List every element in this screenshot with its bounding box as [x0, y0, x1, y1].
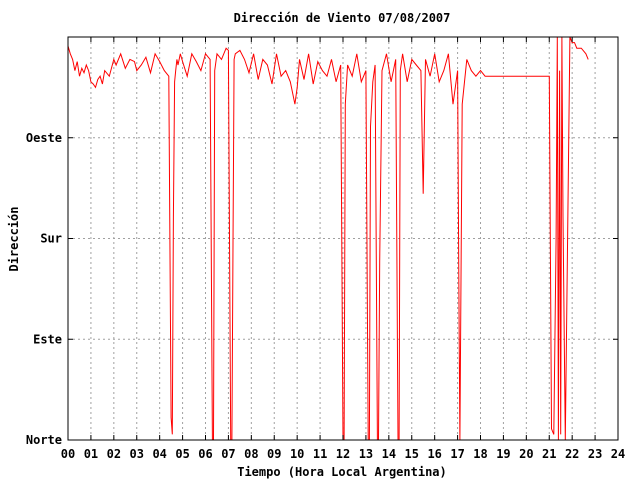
x-tick-label: 14: [382, 447, 396, 461]
y-tick-label: Sur: [40, 232, 62, 246]
y-tick-label: Oeste: [26, 131, 62, 145]
x-tick-label: 10: [290, 447, 304, 461]
x-tick-label: 05: [175, 447, 189, 461]
y-axis-title: Dirección: [7, 206, 21, 271]
x-tick-label: 00: [61, 447, 75, 461]
x-tick-label: 08: [244, 447, 258, 461]
x-tick-label: 17: [450, 447, 464, 461]
x-tick-labels: 00 01 02 03 04 05 06 07 08 09 10 11 12 13 14 15 16 17 18 19…: [61, 447, 625, 461]
x-tick-label: 23: [588, 447, 602, 461]
x-tick-label: 22: [565, 447, 579, 461]
x-tick-label: 13: [359, 447, 373, 461]
chart-title: Dirección de Viento 07/08/2007: [234, 11, 451, 25]
x-tick-label: 12: [336, 447, 350, 461]
series-layer: [67, 36, 589, 441]
y-tick-label: Este: [33, 332, 62, 346]
tick-marks: [67, 37, 619, 441]
x-axis-title: Tiempo (Hora Local Argentina): [237, 465, 447, 479]
x-tick-label: 21: [542, 447, 556, 461]
y-tick-label: Norte: [26, 433, 62, 447]
x-tick-label: 09: [267, 447, 281, 461]
x-tick-label: 18: [473, 447, 487, 461]
y-tick-labels: Norte Este Sur Oeste: [26, 131, 62, 447]
series-line: [67, 36, 589, 441]
x-tick-label: 15: [405, 447, 419, 461]
x-tick-label: 07: [221, 447, 235, 461]
x-tick-label: 03: [130, 447, 144, 461]
x-tick-label: 06: [198, 447, 212, 461]
x-tick-label: 16: [427, 447, 441, 461]
x-tick-label: 24: [611, 447, 625, 461]
x-tick-label: 04: [152, 447, 166, 461]
x-tick-label: 19: [496, 447, 510, 461]
x-tick-label: 11: [313, 447, 327, 461]
x-tick-label: 02: [107, 447, 121, 461]
x-tick-label: 01: [84, 447, 98, 461]
x-tick-label: 20: [519, 447, 533, 461]
grid-lines: [68, 37, 618, 440]
